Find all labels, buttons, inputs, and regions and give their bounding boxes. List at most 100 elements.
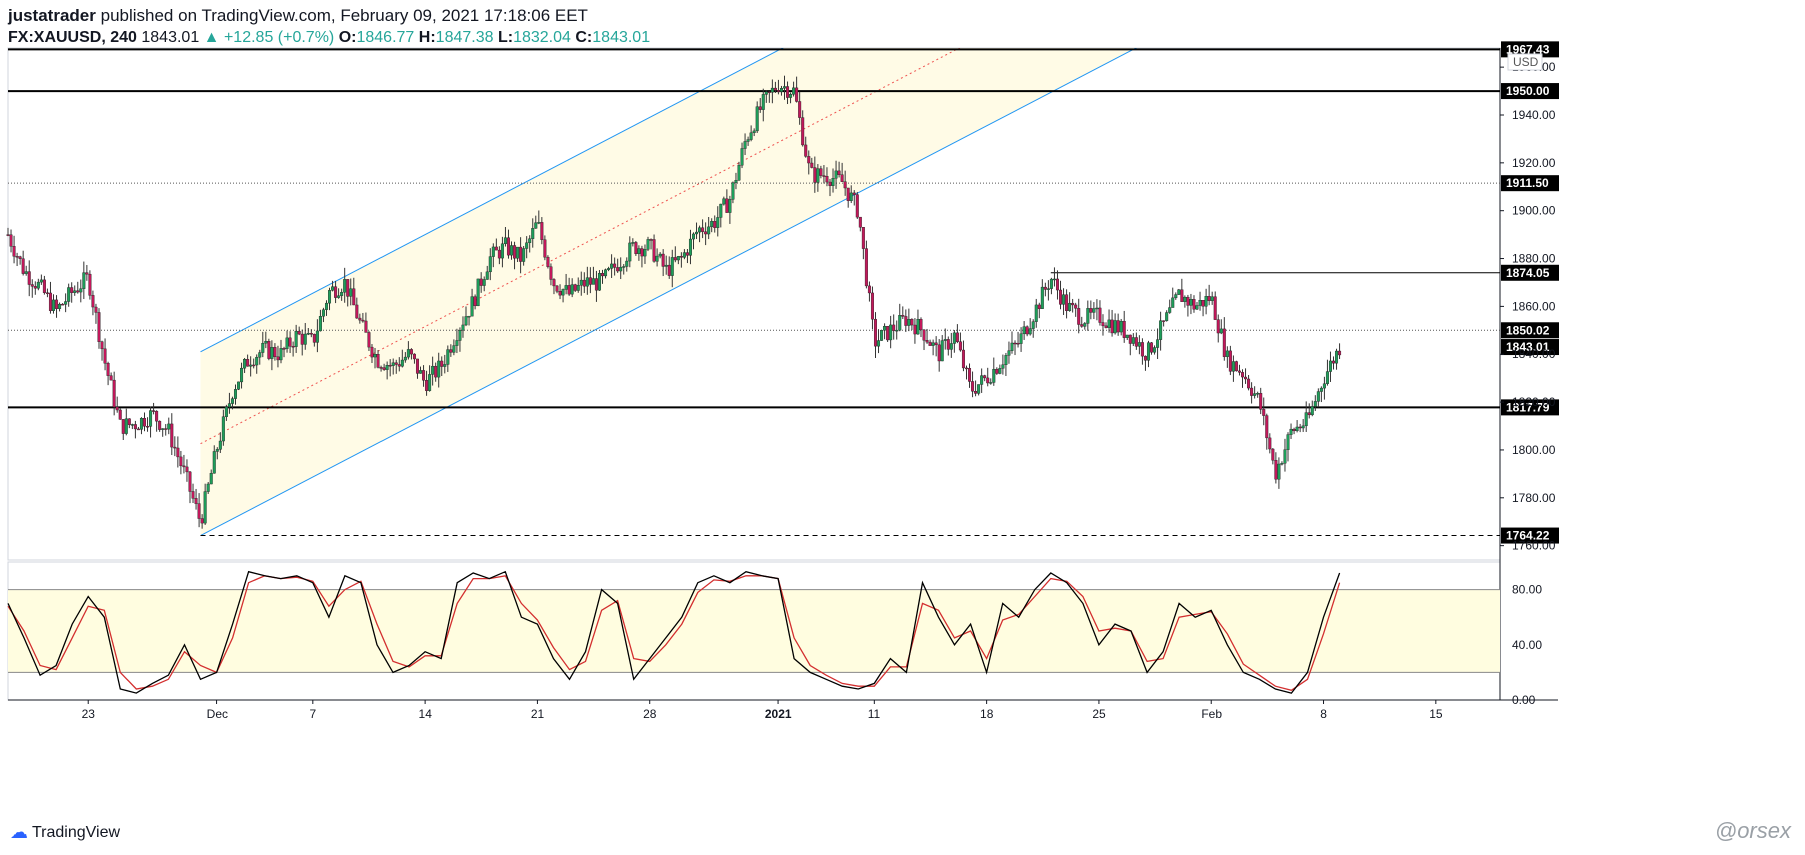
candle-body-398	[1213, 296, 1217, 320]
candle-body-19	[64, 301, 68, 305]
level-label-1: 1950.00	[1506, 84, 1550, 98]
candle-body-208	[637, 248, 641, 254]
candle-body-291	[889, 324, 893, 341]
candle-body-82	[255, 356, 259, 366]
candle-body-229	[701, 227, 705, 232]
candle-body-17	[58, 303, 62, 309]
candle-body-57	[179, 456, 183, 467]
level-label-5: 1843.01	[1506, 340, 1550, 354]
candle-body-148	[455, 340, 459, 346]
candle-body-237	[725, 198, 729, 213]
candle-body-418	[1274, 460, 1278, 480]
candle-body-362	[1104, 325, 1108, 328]
candle-body-367	[1119, 321, 1123, 333]
currency-label: USD	[1513, 55, 1539, 69]
candle-body-377	[1150, 342, 1154, 353]
candle-body-24	[79, 288, 83, 293]
x-tick-label-4: 21	[531, 707, 545, 721]
candle-body-277	[846, 187, 850, 201]
candle-body-118	[364, 320, 368, 333]
candle-body-231	[707, 226, 711, 235]
y-tick-label-6: 1840.00	[1512, 347, 1556, 361]
candle-body-194	[594, 278, 598, 291]
candle-body-315	[961, 349, 965, 369]
candle-body-113	[349, 288, 353, 297]
candle-body-401	[1222, 328, 1226, 357]
candle-body-320	[977, 384, 981, 394]
candle-body-3	[15, 256, 19, 258]
candle-body-183	[561, 289, 565, 296]
candle-body-174	[534, 222, 538, 229]
candle-body-292	[892, 324, 896, 331]
candle-body-335	[1022, 326, 1026, 335]
candle-body-192	[588, 277, 592, 285]
brand-label: TradingView	[32, 823, 121, 841]
candle-body-52	[164, 428, 168, 430]
candle-body-84	[261, 342, 265, 353]
candle-body-252	[770, 87, 774, 93]
level-label-bg-4	[1501, 322, 1559, 339]
publish-line: justatrader published on TradingView.com…	[8, 6, 588, 26]
candle-body-138	[425, 379, 429, 391]
candle-body-381	[1162, 320, 1166, 322]
candle-body-393	[1198, 300, 1202, 306]
candle-body-6	[24, 271, 28, 274]
candle-body-28	[91, 295, 95, 308]
candle-body-308	[940, 340, 944, 362]
x-tick-label-5: 28	[643, 707, 657, 721]
high-value: 1847.38	[435, 29, 494, 46]
candle-body-408	[1244, 376, 1248, 380]
candle-body-47	[149, 410, 153, 427]
price-chart[interactable]: 1967.43 1950.00 1911.50 1874.05 1850.02 1843.…	[0, 0, 1805, 810]
candle-body-279	[852, 192, 856, 195]
candle-body-270	[825, 176, 829, 183]
candle-body-95	[294, 330, 298, 347]
candle-body-251	[767, 91, 771, 93]
candle-body-302	[922, 329, 926, 341]
candle-body-206	[631, 242, 635, 244]
symbol-label[interactable]: FX:XAUUSD, 240	[8, 29, 137, 46]
candle-body-205	[628, 242, 632, 262]
candle-body-170	[522, 248, 526, 262]
candle-body-131	[403, 356, 407, 361]
author-name[interactable]: justatrader	[8, 6, 96, 25]
candle-body-18	[61, 303, 65, 306]
candle-body-331	[1010, 342, 1014, 351]
candle-body-22	[73, 290, 77, 293]
candle-body-298	[910, 319, 914, 326]
candle-body-150	[461, 324, 465, 331]
candle-body-41	[130, 424, 134, 426]
candle-body-348	[1062, 294, 1066, 305]
candle-body-435	[1325, 371, 1329, 384]
candle-body-59	[185, 466, 189, 473]
candle-body-196	[601, 273, 605, 277]
candle-body-388	[1183, 296, 1187, 302]
candle-body-370	[1128, 334, 1132, 344]
y-tick-label-3: 1900.00	[1512, 204, 1556, 218]
candle-body-79	[246, 359, 250, 367]
candle-body-278	[849, 192, 853, 201]
candle-body-417	[1271, 448, 1275, 461]
y-tick-label-4: 1880.00	[1512, 252, 1556, 266]
candle-body-213	[652, 239, 656, 262]
candle-body-29	[94, 306, 98, 313]
candle-body-179	[549, 266, 553, 280]
candle-body-111	[343, 279, 347, 293]
candle-body-420	[1280, 463, 1284, 465]
candle-body-423	[1289, 428, 1293, 435]
y-tick-label-8: 1800.00	[1512, 443, 1556, 457]
candle-body-421	[1283, 449, 1287, 464]
candle-body-339	[1034, 304, 1038, 322]
candle-body-438	[1335, 350, 1339, 364]
candle-body-74	[230, 398, 234, 404]
candle-body-351	[1071, 302, 1075, 306]
candle-body-139	[428, 374, 432, 391]
candle-body-288	[880, 329, 884, 341]
candle-body-142	[437, 360, 441, 378]
candle-body-235	[719, 203, 723, 218]
candle-body-375	[1143, 355, 1147, 361]
candle-body-299	[913, 324, 917, 335]
candle-body-165	[506, 237, 510, 256]
tradingview-logo[interactable]: ☁ TradingView	[10, 822, 120, 843]
candle-body-284	[867, 285, 871, 294]
